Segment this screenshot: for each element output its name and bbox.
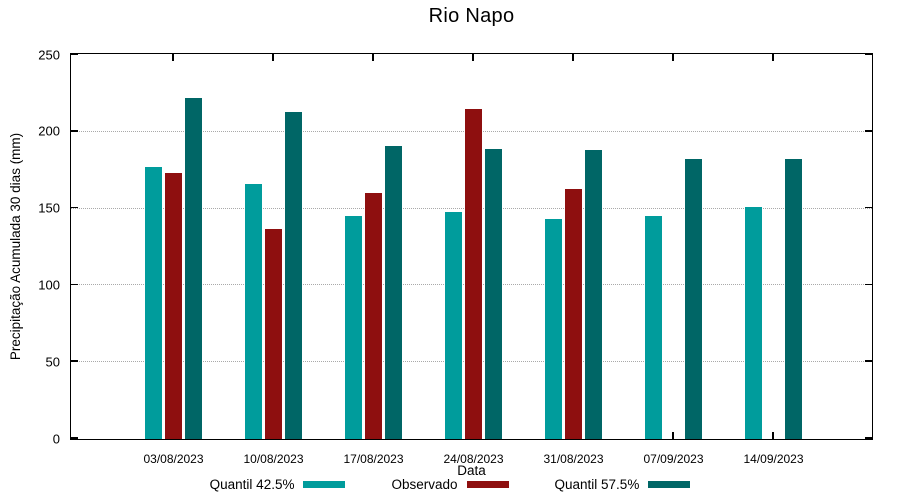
x-tick-label: 03/08/2023 <box>143 452 204 466</box>
bar-Quantil 57.5%-14/09/2023 <box>784 159 802 439</box>
legend-item-Quantil 42.5%: Quantil 42.5% <box>210 477 346 492</box>
bar-Quantil 42.5%-31/08/2023 <box>544 219 562 439</box>
legend-item-Quantil 57.5%: Quantil 57.5% <box>555 477 691 492</box>
x-tick-mark <box>372 54 374 61</box>
bar-Observado-10/08/2023 <box>264 228 282 439</box>
y-tick-mark <box>71 130 78 132</box>
x-tick-mark <box>172 54 174 61</box>
x-tick-mark <box>472 54 474 61</box>
bar-Observado-03/08/2023 <box>164 173 182 439</box>
bar-Quantil 42.5%-03/08/2023 <box>144 167 162 439</box>
y-tick-mark <box>71 360 78 362</box>
y-tick-label: 100 <box>38 277 60 293</box>
bar-Quantil 57.5%-10/08/2023 <box>284 111 302 439</box>
x-tick-label: 14/09/2023 <box>743 452 804 466</box>
x-tick-label: 10/08/2023 <box>243 452 304 466</box>
y-tick-mark <box>865 360 872 362</box>
y-axis-label: Precipitação Acumulada 30 dias (mm) <box>8 132 24 361</box>
y-tick-mark <box>865 130 872 132</box>
x-tick-label: 31/08/2023 <box>543 452 604 466</box>
x-tick-mark <box>772 432 774 439</box>
x-tick-label: 07/09/2023 <box>643 452 704 466</box>
legend-label: Quantil 57.5% <box>554 477 640 492</box>
bar-Quantil 57.5%-31/08/2023 <box>584 150 602 439</box>
chart-title: Rio Napo <box>428 5 515 27</box>
x-axis-label: Data <box>457 463 486 478</box>
x-tick-mark <box>572 54 574 61</box>
bar-Quantil 42.5%-10/08/2023 <box>244 184 262 439</box>
x-tick-label: 24/08/2023 <box>443 452 504 466</box>
bar-Quantil 57.5%-07/09/2023 <box>684 159 702 439</box>
y-tick-label: 200 <box>38 123 60 139</box>
bar-Quantil 57.5%-03/08/2023 <box>184 98 202 439</box>
legend-label: Observado <box>391 477 458 492</box>
bar-Quantil 42.5%-24/08/2023 <box>444 211 462 439</box>
legend-swatch <box>303 481 346 488</box>
x-tick-mark <box>772 54 774 61</box>
y-tick-label: 50 <box>45 354 60 370</box>
bar-Observado-31/08/2023 <box>564 188 582 439</box>
legend-swatch <box>648 481 691 488</box>
y-tick-mark <box>71 283 78 286</box>
y-tick-mark <box>865 283 872 286</box>
legend-item-Observado: Observado <box>391 477 509 492</box>
bar-Quantil 57.5%-24/08/2023 <box>484 148 502 439</box>
x-tick-mark <box>272 54 274 61</box>
bar-Quantil 42.5%-17/08/2023 <box>344 216 362 439</box>
bar-Observado-17/08/2023 <box>364 193 382 439</box>
y-tick-label: 0 <box>52 431 60 446</box>
x-tick-label: 17/08/2023 <box>343 452 404 466</box>
legend-swatch <box>466 481 509 488</box>
y-tick-mark <box>865 437 872 439</box>
bar-Quantil 42.5%-07/09/2023 <box>644 216 662 439</box>
y-tick-label: 150 <box>38 200 60 216</box>
bar-Observado-24/08/2023 <box>464 108 482 439</box>
legend: Quantil 42.5% Observado Quantil 57.5% <box>0 477 900 492</box>
legend-label: Quantil 42.5% <box>209 477 295 492</box>
y-tick-mark <box>71 53 78 55</box>
y-tick-mark <box>71 206 78 209</box>
y-tick-label: 250 <box>38 47 60 62</box>
y-tick-mark <box>865 53 872 55</box>
y-tick-mark <box>71 437 78 439</box>
bar-Quantil 42.5%-14/09/2023 <box>744 207 762 439</box>
bar-Quantil 57.5%-17/08/2023 <box>384 145 402 439</box>
x-tick-mark <box>672 54 674 61</box>
y-tick-mark <box>865 206 872 209</box>
x-tick-mark <box>672 432 674 439</box>
plot-area <box>70 53 873 440</box>
